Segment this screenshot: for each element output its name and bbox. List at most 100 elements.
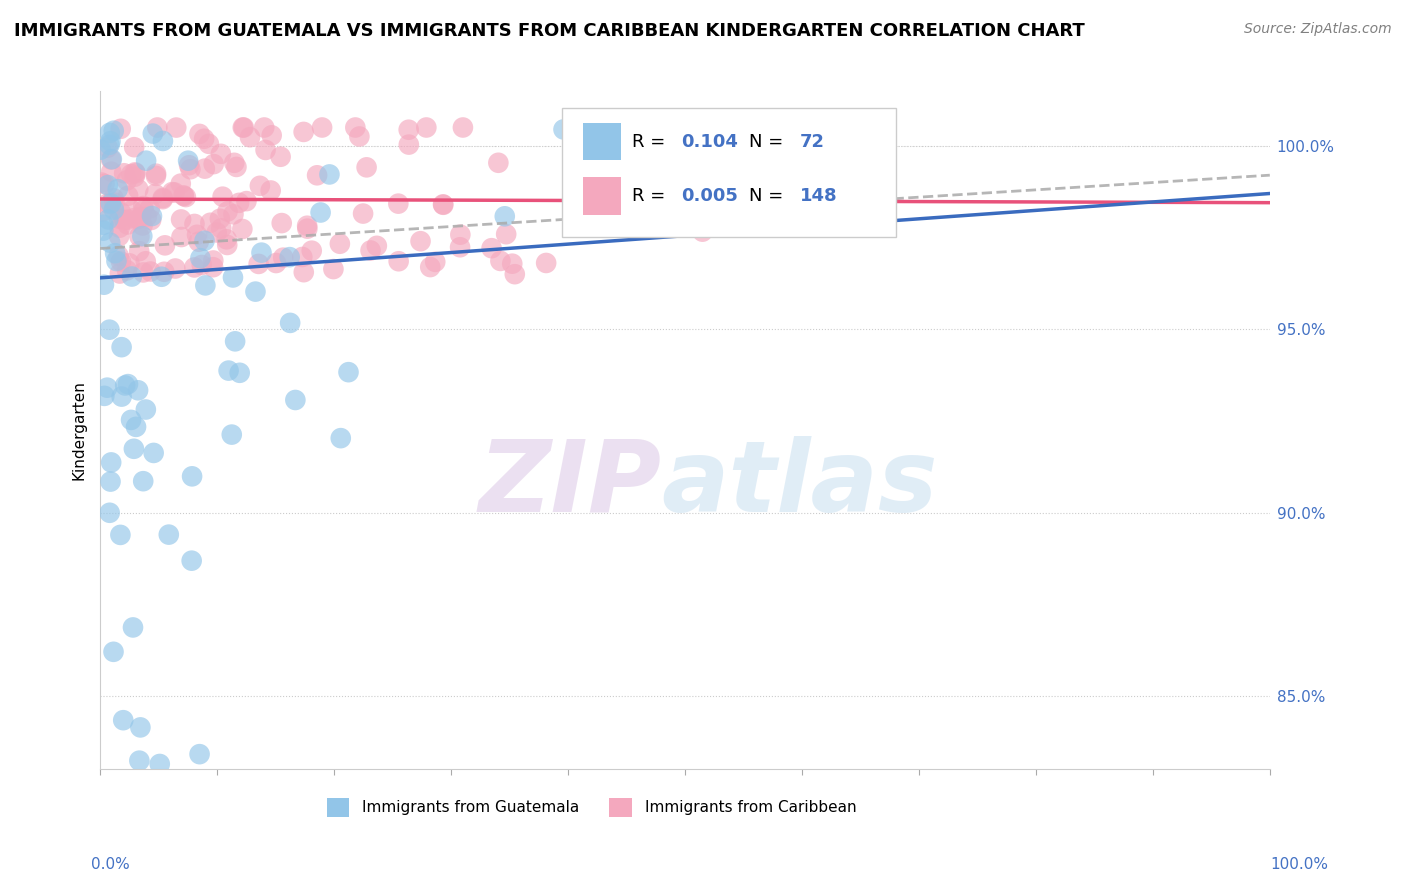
Point (97, 196, 120, 211)
Point (100, 196, 122, 211)
Point (329, 431, 352, 445)
Point (98, 506, 121, 520)
Point (217, 238, 239, 252)
Point (183, 260, 205, 275)
Point (128, 754, 150, 768)
Point (145, 169, 167, 183)
Point (108, 229, 131, 244)
Point (90, 143, 112, 157)
Text: 148: 148 (800, 187, 837, 205)
Point (228, 195, 250, 210)
Point (209, 146, 232, 161)
Point (692, 225, 714, 239)
Point (170, 212, 193, 227)
Point (174, 190, 197, 204)
Point (198, 136, 221, 151)
Point (91, 224, 114, 238)
Point (181, 469, 204, 483)
Point (107, 249, 129, 263)
Point (228, 366, 250, 380)
Point (398, 137, 420, 152)
Point (122, 140, 145, 154)
Point (128, 229, 150, 244)
Point (232, 120, 254, 135)
Point (254, 143, 277, 157)
Point (110, 340, 132, 354)
Point (101, 152, 124, 166)
Point (146, 120, 169, 135)
Point (651, 220, 673, 235)
Point (224, 156, 246, 170)
Text: R =: R = (633, 133, 671, 151)
Point (260, 128, 283, 143)
Point (734, 175, 756, 189)
Point (193, 234, 215, 248)
Point (110, 254, 132, 268)
Point (153, 265, 176, 279)
Point (165, 261, 187, 276)
Point (179, 158, 201, 172)
Y-axis label: Kindergarten: Kindergarten (72, 380, 86, 480)
Point (177, 153, 200, 168)
Point (682, 188, 704, 202)
Point (100, 153, 122, 167)
Text: R =: R = (633, 187, 671, 205)
Point (553, 122, 575, 136)
Point (97, 178, 120, 193)
Point (534, 256, 557, 270)
Point (183, 217, 205, 231)
Point (360, 244, 382, 258)
Point (415, 120, 437, 135)
Point (681, 177, 703, 191)
FancyBboxPatch shape (562, 108, 896, 236)
Point (186, 227, 208, 242)
Point (91, 204, 114, 219)
Text: 0.104: 0.104 (682, 133, 738, 151)
Point (503, 267, 526, 281)
Point (135, 402, 157, 417)
Point (139, 264, 162, 278)
Point (98, 126, 121, 140)
Point (271, 251, 294, 265)
Point (115, 263, 138, 277)
FancyBboxPatch shape (583, 123, 620, 161)
Point (100, 455, 122, 469)
Point (93, 177, 115, 191)
Text: 100.0%: 100.0% (1271, 857, 1329, 872)
Point (124, 166, 146, 180)
Point (297, 221, 319, 235)
Point (107, 182, 129, 196)
Point (409, 234, 432, 248)
Point (108, 267, 131, 281)
Legend: Immigrants from Guatemala, Immigrants from Caribbean: Immigrants from Guatemala, Immigrants fr… (321, 792, 862, 822)
Point (270, 216, 292, 230)
Point (425, 255, 447, 269)
Point (264, 256, 287, 270)
Text: ZIP: ZIP (478, 436, 662, 533)
Point (190, 251, 212, 265)
Point (149, 756, 172, 771)
Point (132, 265, 155, 279)
Point (152, 134, 174, 148)
Point (118, 256, 141, 270)
Point (205, 226, 228, 240)
Point (235, 194, 257, 208)
Point (398, 122, 420, 136)
Point (100, 475, 122, 489)
Point (449, 227, 471, 242)
Point (135, 153, 157, 168)
Text: 72: 72 (800, 133, 824, 151)
Point (239, 130, 262, 145)
Point (202, 253, 225, 268)
Point (93, 389, 115, 403)
Point (202, 260, 225, 275)
Text: 0.005: 0.005 (682, 187, 738, 205)
Point (188, 747, 211, 761)
Point (110, 121, 132, 136)
Text: atlas: atlas (662, 436, 938, 533)
Point (291, 250, 314, 264)
Point (120, 413, 142, 427)
Point (194, 161, 217, 176)
Point (153, 238, 176, 252)
Point (122, 620, 145, 634)
